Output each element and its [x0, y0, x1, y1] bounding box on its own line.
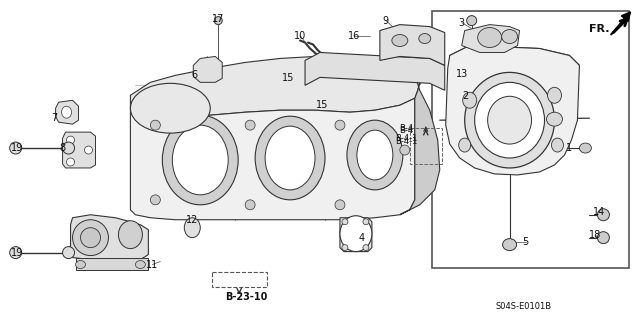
Text: S04S-E0101B: S04S-E0101B: [495, 302, 552, 311]
Polygon shape: [76, 257, 148, 270]
Ellipse shape: [488, 96, 532, 144]
Text: 19: 19: [10, 143, 23, 153]
Ellipse shape: [342, 219, 348, 225]
Ellipse shape: [10, 142, 22, 154]
Polygon shape: [445, 46, 579, 175]
Ellipse shape: [72, 220, 108, 256]
Text: 1: 1: [566, 143, 573, 153]
Text: 15: 15: [316, 100, 328, 110]
Ellipse shape: [150, 195, 161, 205]
Ellipse shape: [347, 120, 403, 190]
Text: 2: 2: [463, 91, 469, 101]
Polygon shape: [380, 25, 445, 65]
Polygon shape: [450, 46, 579, 90]
Polygon shape: [70, 215, 148, 262]
Ellipse shape: [245, 120, 255, 130]
Polygon shape: [193, 56, 222, 82]
Ellipse shape: [547, 87, 561, 103]
Ellipse shape: [419, 33, 431, 43]
Text: 16: 16: [348, 31, 360, 41]
Ellipse shape: [363, 219, 369, 225]
Ellipse shape: [477, 27, 502, 48]
Ellipse shape: [150, 120, 161, 130]
Ellipse shape: [245, 200, 255, 210]
Ellipse shape: [335, 120, 345, 130]
Text: FR.: FR.: [589, 24, 610, 33]
Ellipse shape: [465, 72, 554, 168]
Polygon shape: [305, 52, 445, 90]
Bar: [410, 128, 442, 164]
Ellipse shape: [502, 30, 518, 43]
Ellipse shape: [63, 247, 74, 259]
Ellipse shape: [459, 138, 470, 152]
Text: 17: 17: [212, 14, 225, 24]
Ellipse shape: [163, 115, 238, 205]
Text: 15: 15: [282, 73, 294, 83]
Ellipse shape: [67, 158, 74, 166]
Text: 14: 14: [593, 207, 605, 217]
Text: 18: 18: [589, 230, 602, 240]
Text: 13: 13: [456, 69, 468, 79]
Text: 7: 7: [51, 113, 58, 123]
Ellipse shape: [502, 239, 516, 251]
Ellipse shape: [552, 138, 563, 152]
Text: 5: 5: [522, 237, 529, 247]
Ellipse shape: [136, 261, 145, 269]
Text: 6: 6: [191, 70, 197, 80]
Ellipse shape: [597, 232, 609, 244]
Ellipse shape: [76, 261, 86, 269]
Text: B-4: B-4: [399, 126, 413, 135]
Ellipse shape: [463, 92, 477, 108]
Polygon shape: [56, 100, 79, 124]
Polygon shape: [131, 56, 420, 118]
Ellipse shape: [67, 136, 74, 144]
Ellipse shape: [392, 34, 408, 47]
Text: B-4: B-4: [399, 124, 413, 133]
Ellipse shape: [475, 82, 545, 158]
Polygon shape: [461, 25, 520, 52]
Ellipse shape: [84, 146, 93, 154]
Ellipse shape: [172, 125, 228, 195]
Text: 11: 11: [146, 260, 159, 270]
Bar: [432, 11, 629, 268]
Text: 8: 8: [60, 143, 66, 153]
Polygon shape: [340, 218, 372, 252]
Text: B-4-1: B-4-1: [395, 137, 417, 145]
Ellipse shape: [214, 17, 222, 25]
Ellipse shape: [340, 216, 372, 252]
Ellipse shape: [342, 245, 348, 251]
Polygon shape: [63, 132, 95, 168]
Ellipse shape: [184, 218, 200, 238]
Ellipse shape: [61, 106, 72, 118]
Ellipse shape: [63, 142, 74, 154]
Ellipse shape: [118, 221, 142, 249]
Bar: [212, 271, 267, 287]
Text: B-4-1: B-4-1: [395, 134, 417, 143]
Text: 9: 9: [383, 16, 389, 26]
Ellipse shape: [547, 112, 563, 126]
Text: 3: 3: [459, 18, 465, 28]
Ellipse shape: [597, 209, 609, 221]
Ellipse shape: [357, 130, 393, 180]
Text: 19: 19: [10, 248, 23, 258]
Text: 12: 12: [186, 215, 198, 225]
Ellipse shape: [131, 83, 210, 133]
Polygon shape: [131, 98, 415, 220]
Polygon shape: [400, 75, 440, 215]
Ellipse shape: [335, 200, 345, 210]
Ellipse shape: [265, 126, 315, 190]
Ellipse shape: [579, 143, 591, 153]
Ellipse shape: [400, 145, 410, 155]
Text: 4: 4: [359, 233, 365, 243]
Ellipse shape: [467, 16, 477, 26]
Text: 10: 10: [294, 31, 306, 41]
Ellipse shape: [255, 116, 325, 200]
Ellipse shape: [363, 245, 369, 251]
Ellipse shape: [81, 228, 100, 248]
Text: B-23-10: B-23-10: [225, 293, 268, 302]
Ellipse shape: [10, 247, 22, 259]
